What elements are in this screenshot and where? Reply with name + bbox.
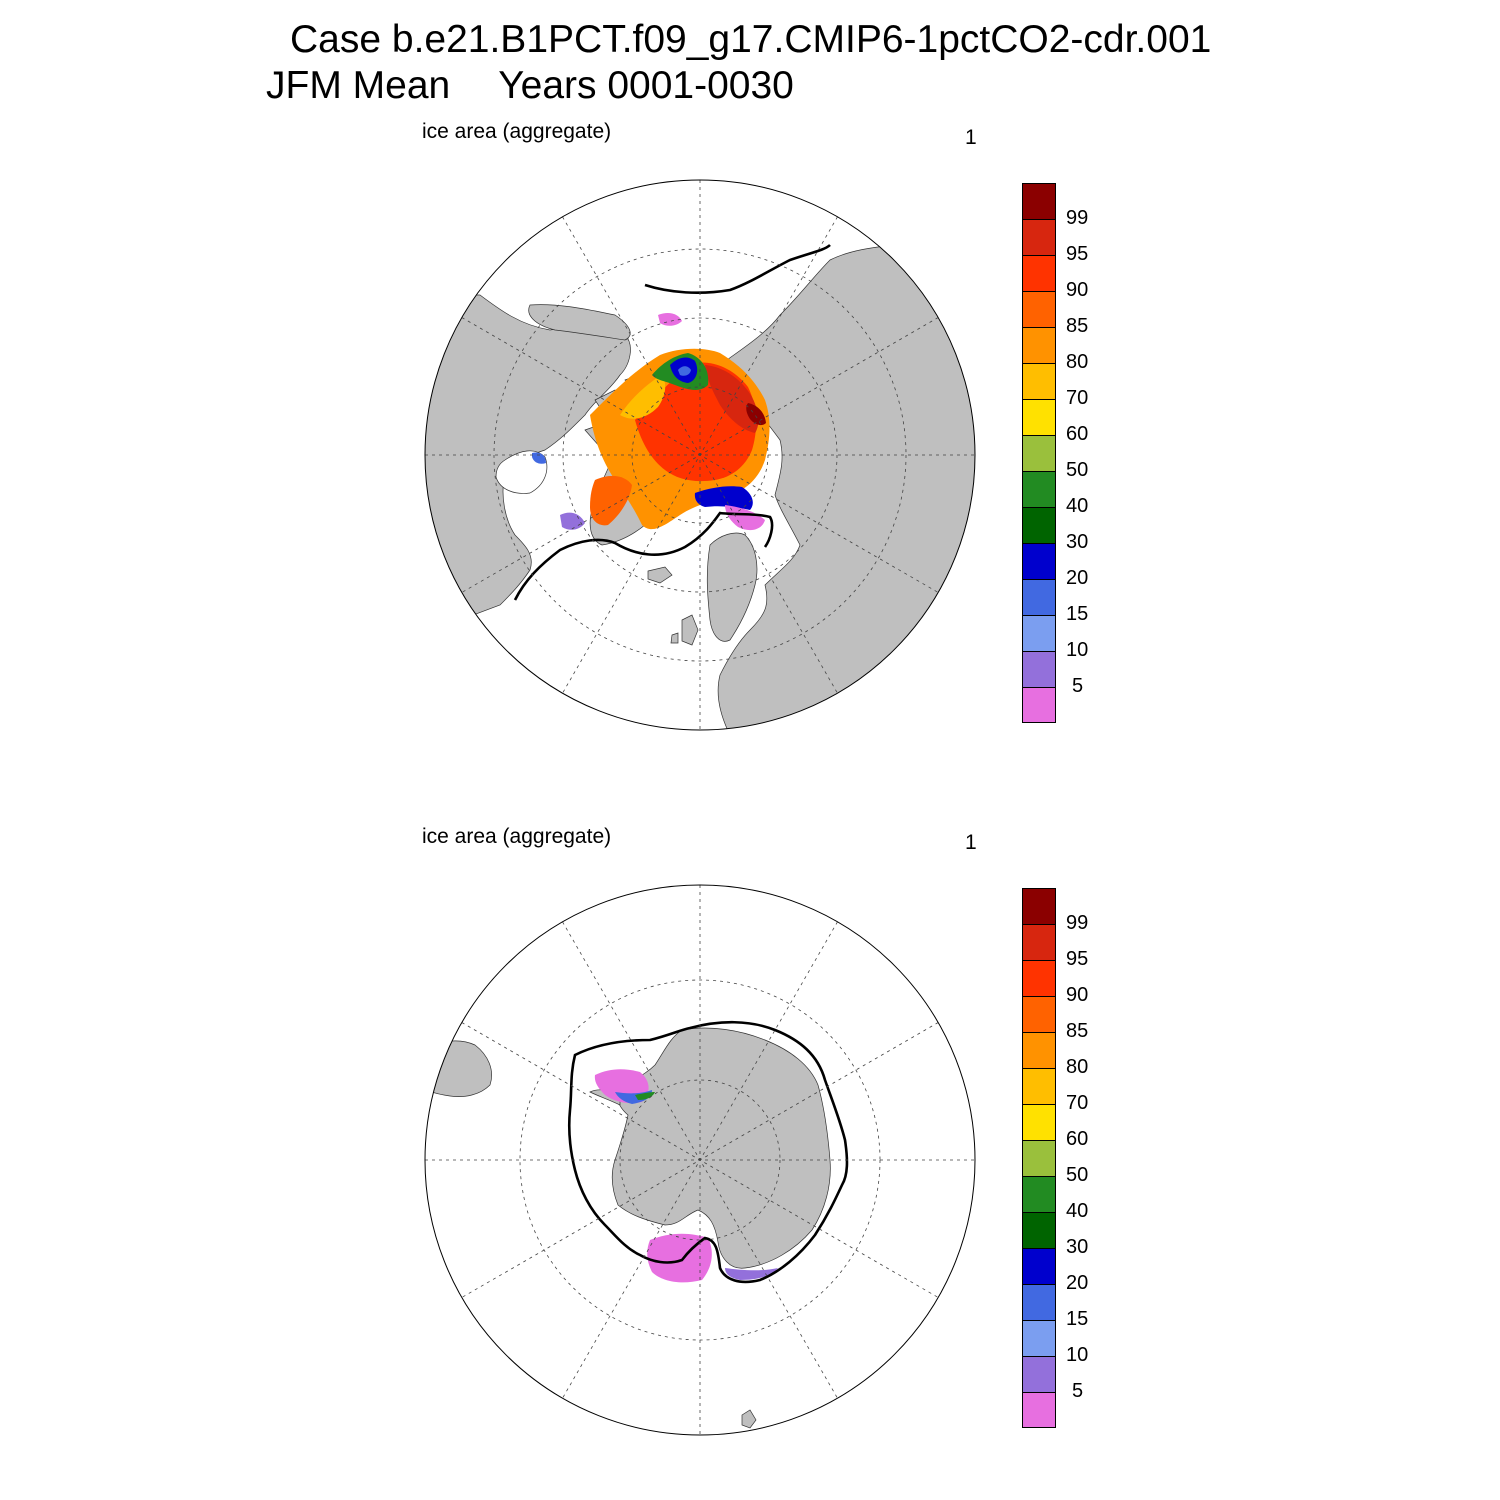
colorbar-label: 10: [1066, 639, 1089, 661]
colorbar-label: 99: [1066, 207, 1089, 229]
colorbar-segment: [1022, 1104, 1056, 1140]
colorbar-label: 80: [1066, 351, 1089, 373]
panel-north-variable-label: ice area (aggregate): [422, 120, 612, 143]
colorbar-segment: [1022, 543, 1056, 579]
years-label: Years 0001-0030: [498, 64, 794, 107]
panel-north: ice area (aggregate) 1: [0, 0, 1500, 731]
colorbar-segment: [1022, 1068, 1056, 1104]
colorbar-segment: [1022, 1248, 1056, 1284]
colorbar-segment: [1022, 507, 1056, 543]
colorbar-label: 10: [1066, 1344, 1089, 1366]
panel-south-index-label: 1: [965, 831, 977, 854]
south-map-border: [424, 884, 976, 1436]
ice-conc-high: [705, 365, 759, 433]
alaska-land: [528, 304, 631, 341]
ice-conc-barents-pink: [725, 505, 765, 531]
ice-conc-yellow: [620, 375, 666, 419]
colorbar-label: 5: [1072, 1380, 1084, 1402]
north-graticule: [425, 180, 975, 730]
colorbar-label: 40: [1066, 495, 1089, 517]
colorbar-segment: [1022, 687, 1056, 723]
colorbar-segment: [1022, 1212, 1056, 1248]
case-title: Case b.e21.B1PCT.f09_g17.CMIP6-1pctCO2-c…: [290, 18, 1212, 61]
hudson-bay: [495, 450, 548, 494]
british-isles-land: [670, 614, 699, 646]
south-small-island: [741, 1409, 757, 1429]
colorbar-label: 99: [1066, 912, 1089, 934]
colorbar-segment: [1022, 1140, 1056, 1176]
south-colorbar: 99 95 90 85 80 70 60 50 40 30 20 15 10 5: [1022, 888, 1088, 1428]
colorbar-label: 85: [1066, 1020, 1089, 1042]
ice-conc-lightblue: [678, 366, 691, 376]
south-observed-ice-edge: [567, 1020, 849, 1284]
colorbar-label: 85: [1066, 315, 1089, 337]
colorbar-label: 60: [1066, 423, 1089, 445]
colorbar-segment: [1022, 1320, 1056, 1356]
colorbar-label: 90: [1066, 279, 1089, 301]
colorbar-label: 15: [1066, 1308, 1089, 1330]
colorbar-segment: [1022, 888, 1056, 924]
colorbar-segment: [1022, 996, 1056, 1032]
south-graticule: [425, 885, 975, 1435]
colorbar-segment: [1022, 960, 1056, 996]
north-map-border: [424, 179, 976, 731]
colorbar-segment: [1022, 1392, 1056, 1428]
ice-conc-hudson-blue: [532, 452, 546, 464]
colorbar-segment: [1022, 615, 1056, 651]
season-title: JFM Mean Years 0001-0030: [266, 64, 794, 108]
colorbar-segment: [1022, 291, 1056, 327]
colorbar-label: 30: [1066, 1236, 1089, 1258]
colorbar-label: 20: [1066, 1272, 1089, 1294]
colorbar-segment: [1022, 1032, 1056, 1068]
colorbar-segment: [1022, 435, 1056, 471]
colorbar-segment: [1022, 327, 1056, 363]
north-observed-ice-edge: [513, 243, 831, 601]
panel-south-variable-label: ice area (aggregate): [422, 825, 612, 848]
colorbar-segment: [1022, 579, 1056, 615]
colorbar-label: 90: [1066, 984, 1089, 1006]
colorbar-label: 50: [1066, 1164, 1089, 1186]
panel-south: ice area (aggregate) 1: [0, 705, 1500, 1436]
colorbar-segment: [1022, 1284, 1056, 1320]
colorbar-label: 60: [1066, 1128, 1089, 1150]
colorbar-label: 70: [1066, 1092, 1089, 1114]
colorbar-label: 40: [1066, 1200, 1089, 1222]
colorbar-segment: [1022, 471, 1056, 507]
colorbar-label: 15: [1066, 603, 1089, 625]
colorbar-label: 70: [1066, 387, 1089, 409]
colorbar-label: 20: [1066, 567, 1089, 589]
colorbar-label: 5: [1072, 675, 1084, 697]
colorbar-segment: [1022, 255, 1056, 291]
colorbar-segment: [1022, 1176, 1056, 1212]
colorbar-label: 50: [1066, 459, 1089, 481]
colorbar-segment: [1022, 183, 1056, 219]
colorbar-segment: [1022, 363, 1056, 399]
colorbar-segment: [1022, 651, 1056, 687]
north-polar-map: [424, 179, 976, 731]
colorbar-label: 80: [1066, 1056, 1089, 1078]
colorbar-segment: [1022, 924, 1056, 960]
ice-conc-weddell-green: [635, 1092, 655, 1100]
north-colorbar: 99 95 90 85 80 70 60 50 40 30 20 15 10 5: [1022, 183, 1088, 723]
south-polar-map: [424, 884, 976, 1436]
panel-north-index-label: 1: [965, 126, 977, 149]
colorbar-segment: [1022, 1356, 1056, 1392]
colorbar-label: 30: [1066, 531, 1089, 553]
colorbar-label: 95: [1066, 948, 1089, 970]
colorbar-segment: [1022, 399, 1056, 435]
scandinavia-land: [706, 532, 758, 642]
colorbar-segment: [1022, 219, 1056, 255]
season-label: JFM Mean: [266, 64, 451, 107]
ice-conc-okhotsk: [658, 313, 682, 326]
colorbar-label: 95: [1066, 243, 1089, 265]
ice-conc-baffin: [590, 475, 632, 526]
ice-conc-labrador-pink: [560, 512, 585, 530]
iceland-land: [647, 566, 673, 584]
ice-conc-amundsen: [725, 1268, 778, 1280]
ice-conc-barents-edge: [694, 486, 753, 510]
